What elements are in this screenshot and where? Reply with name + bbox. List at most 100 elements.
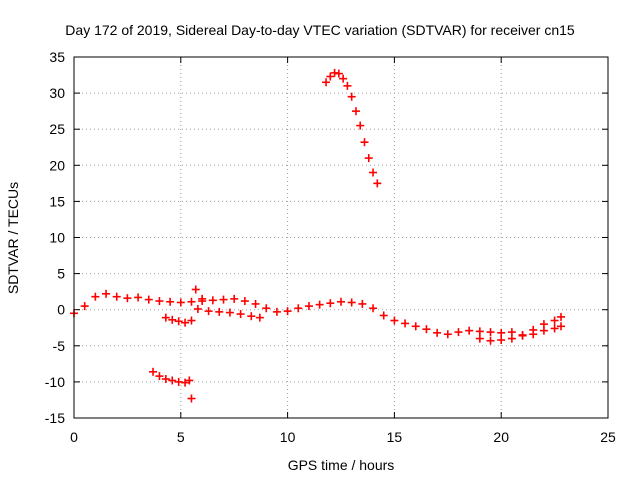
grid-lines xyxy=(73,56,609,419)
data-point xyxy=(347,92,356,101)
y-tick-label: 10 xyxy=(49,230,65,246)
data-point xyxy=(322,78,331,87)
data-point xyxy=(230,294,239,303)
data-point xyxy=(557,312,566,321)
data-point xyxy=(80,302,89,311)
data-point xyxy=(219,295,228,304)
y-tick-label: 35 xyxy=(49,49,65,65)
data-point xyxy=(369,168,378,177)
y-tick-label: 0 xyxy=(57,302,65,318)
data-point xyxy=(465,326,474,335)
data-point xyxy=(486,328,495,337)
data-point xyxy=(155,297,164,306)
data-point xyxy=(247,312,256,321)
x-tick-label: 20 xyxy=(493,429,509,445)
y-tick-label: 5 xyxy=(57,266,65,282)
data-point xyxy=(134,293,143,302)
x-tick-label: 25 xyxy=(600,429,616,445)
data-point xyxy=(236,310,245,319)
data-point xyxy=(454,328,463,337)
data-point xyxy=(475,334,484,343)
data-point xyxy=(176,298,185,307)
data-point xyxy=(215,307,224,316)
data-point xyxy=(360,138,369,147)
y-tick-label: 25 xyxy=(49,121,65,137)
series-high-arc xyxy=(322,68,382,188)
data-point xyxy=(166,297,175,306)
data-point xyxy=(334,69,343,78)
chart-title: Day 172 of 2019, Sidereal Day-to-day VTE… xyxy=(65,22,575,38)
data-point xyxy=(379,311,388,320)
data-point xyxy=(155,372,164,381)
data-point xyxy=(550,316,559,325)
y-tick-label: 30 xyxy=(49,85,65,101)
series-isolated-points xyxy=(187,285,207,403)
data-point xyxy=(144,295,153,304)
data-point xyxy=(497,336,506,345)
series-low-arc xyxy=(149,367,194,387)
data-point xyxy=(326,72,335,81)
data-point xyxy=(373,179,382,188)
data-point xyxy=(433,328,442,337)
series-main-band xyxy=(70,289,566,339)
data-point xyxy=(343,81,352,90)
data-point xyxy=(401,319,410,328)
data-point xyxy=(204,307,213,316)
data-point xyxy=(161,375,170,384)
data-point xyxy=(358,299,367,308)
y-axis-label: SDTVAR / TECUs xyxy=(5,182,21,294)
data-point xyxy=(550,324,559,333)
data-point xyxy=(161,313,170,322)
data-point xyxy=(347,298,356,307)
x-tick-label: 10 xyxy=(280,429,296,445)
data-point xyxy=(390,316,399,325)
data-point xyxy=(411,322,420,331)
data-point xyxy=(339,74,348,83)
data-point xyxy=(262,304,271,313)
data-point xyxy=(369,304,378,313)
y-tick-label: -10 xyxy=(45,374,65,390)
data-point xyxy=(174,317,183,326)
data-point xyxy=(181,318,190,327)
data-point xyxy=(102,289,111,298)
data-point xyxy=(507,334,516,343)
data-points xyxy=(70,68,566,403)
data-point xyxy=(422,325,431,334)
x-tick-label: 5 xyxy=(177,429,185,445)
data-point xyxy=(272,307,281,316)
data-point xyxy=(193,304,202,313)
data-point xyxy=(251,299,260,308)
data-point xyxy=(123,294,132,303)
data-point xyxy=(539,326,548,335)
data-point xyxy=(225,308,234,317)
data-point xyxy=(181,378,190,387)
axis-ticks: 0 5 10 15 20 25 -15 -10 -5 0 5 10 15 20 25 30 35 xyxy=(45,49,616,445)
data-point xyxy=(91,292,100,301)
data-point xyxy=(518,331,527,340)
data-point xyxy=(187,297,196,306)
data-point xyxy=(187,316,196,325)
y-tick-label: 20 xyxy=(49,157,65,173)
data-point xyxy=(475,327,484,336)
x-tick-label: 0 xyxy=(70,429,78,445)
data-point xyxy=(337,297,345,306)
data-point xyxy=(187,394,196,403)
data-point xyxy=(486,336,495,345)
y-tick-label: -5 xyxy=(53,338,66,354)
data-point xyxy=(149,367,158,376)
data-point xyxy=(294,304,303,313)
data-point xyxy=(529,330,538,339)
data-point xyxy=(185,376,194,385)
y-tick-label: 15 xyxy=(49,193,65,209)
data-point xyxy=(304,302,313,311)
data-point xyxy=(240,297,249,306)
data-point xyxy=(208,296,217,305)
data-point xyxy=(497,328,506,337)
data-point xyxy=(356,121,365,130)
data-point xyxy=(364,154,373,163)
x-axis-label: GPS time / hours xyxy=(288,457,395,473)
data-point xyxy=(168,376,177,385)
data-point xyxy=(315,300,324,309)
series-lower-branch-c xyxy=(475,322,566,345)
